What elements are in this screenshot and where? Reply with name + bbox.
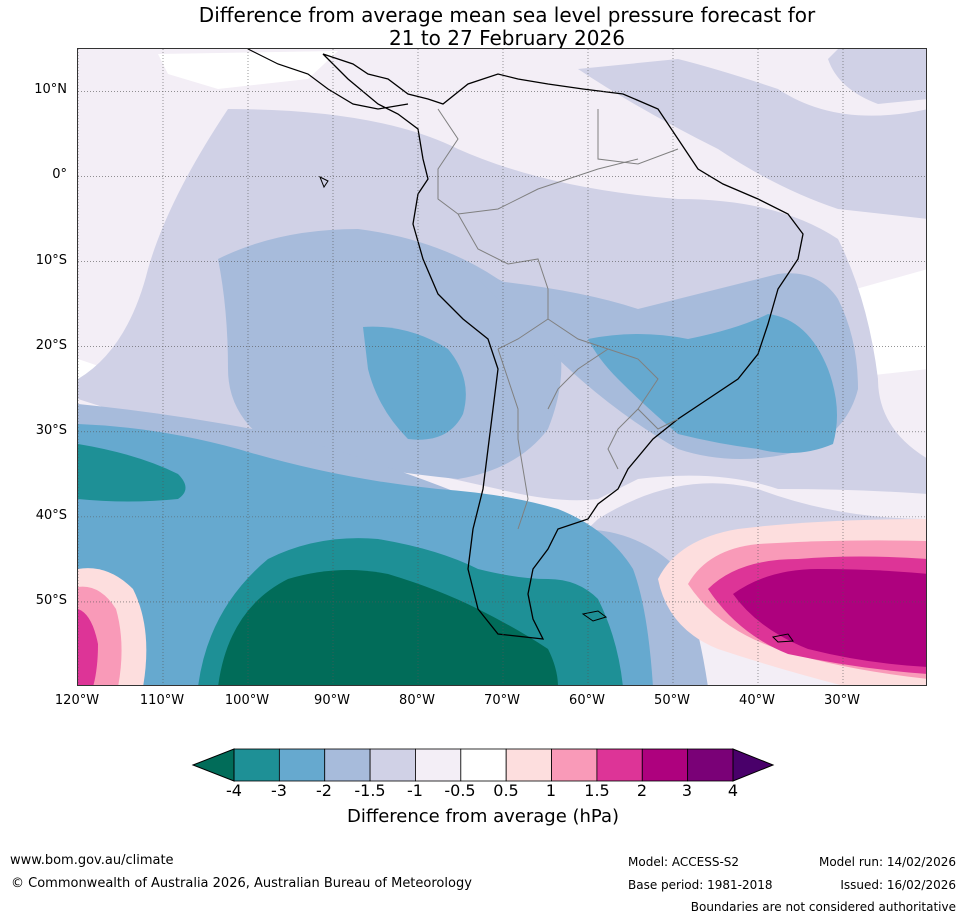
colorbar-tick: 1.5 [584,781,610,800]
lat-label-50s: 50°S [35,593,67,608]
lon-label-100w: 100°W [224,693,270,708]
lon-label-50w: 50°W [654,693,690,708]
map-canvas [78,49,926,685]
lon-label-60w: 60°W [569,693,605,708]
lon-label-120w: 120°W [54,693,100,708]
colorbar-tick: -3 [271,781,287,800]
anomaly-band-minus-1-5-north [578,59,926,219]
colorbar-swatch [324,748,371,782]
lon-label-70w: 70°W [484,693,520,708]
lon-label-80w: 80°W [399,693,435,708]
colorbar-tick: 3 [681,781,693,800]
colorbar-tick: 4 [727,781,739,800]
anomaly-map [77,48,927,686]
colorbar-swatch [369,748,416,782]
anomaly-band-minus-4-west [78,444,186,502]
south-america-coastline [322,53,804,640]
lat-label-10n: 10°N [34,82,67,97]
graticule [78,49,926,685]
colorbar-under-arrow [191,748,235,782]
lon-label-30w: 30°W [824,693,860,708]
colorbar-tick: -2 [316,781,332,800]
title-line-1: Difference from average mean sea level p… [198,3,816,27]
colorbar-tick: -1.5 [354,781,386,800]
lon-label-110w: 110°W [139,693,185,708]
colorbar-swatch [233,748,280,782]
colorbar-swatch [278,748,326,782]
colorbar-swatch [596,748,643,782]
lat-label-10s: 10°S [35,253,67,268]
website-link[interactable]: www.bom.gov.au/climate [10,853,174,868]
anomaly-band-minus-3-pacific [363,326,466,440]
anomaly-band-minus-3-atlantic [588,314,837,453]
islands [319,175,794,643]
anomaly-band-below-minus-4 [218,570,558,685]
colorbar-swatch [460,748,507,782]
anomaly-band-west-plus-1-5 [78,609,98,685]
anomaly-band-minus-1-5-ne [828,49,926,104]
colorbar-tick: -1 [407,781,423,800]
colorbar-tick: -0.5 [444,781,476,800]
model-name: Model: ACCESS-S2 [628,855,740,869]
lat-label-30s: 30°S [35,423,67,438]
colorbar-over-arrow [732,748,775,782]
title-line-2: 21 to 27 February 2026 [389,26,625,50]
colorbar-tick: 1 [545,781,557,800]
colorbar-swatch [505,748,552,782]
colorbar-swatch [641,748,689,782]
lon-label-90w: 90°W [314,693,350,708]
colorbar-swatch [551,748,598,782]
colorbar-label: Difference from average (hPa) [346,806,620,827]
colorbar-tick: 2 [636,781,648,800]
boundaries-disclaimer: Boundaries are not considered authoritat… [690,900,956,914]
lon-label-40w: 40°W [739,693,775,708]
issued-date: Issued: 16/02/2026 [840,878,956,892]
model-run-date: Model run: 14/02/2026 [818,855,956,869]
lat-label-equator: 0° [52,167,67,182]
lat-label-40s: 40°S [35,508,67,523]
colorbar-tick: 0.5 [493,781,519,800]
colorbar-tick: -4 [226,781,242,800]
map-title: Difference from average mean sea level p… [77,4,937,50]
anomaly-band-plus-2 [733,569,926,667]
copyright-text: © Commonwealth of Australia 2026, Austra… [11,876,472,891]
colorbar-swatch [415,748,462,782]
lat-label-20s: 20°S [35,338,67,353]
colorbar-swatch [687,748,734,782]
base-period: Base period: 1981-2018 [628,878,773,892]
central-america-coastline [247,49,409,110]
country-borders [437,108,679,530]
